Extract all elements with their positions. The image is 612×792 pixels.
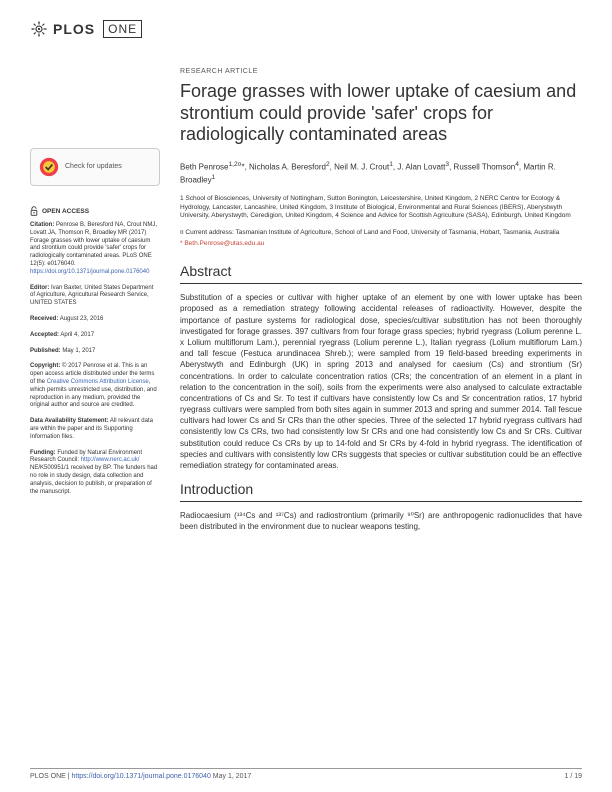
citation-label: Citation: <box>30 222 54 228</box>
intro-text: Radiocaesium (¹³⁴Cs and ¹³⁷Cs) and radio… <box>180 510 582 532</box>
journal-name: PLOS <box>53 21 95 37</box>
funding-link[interactable]: http://www.nerc.ac.uk/ <box>81 457 140 463</box>
footer-date: May 1, 2017 <box>211 773 251 780</box>
plos-logo-icon <box>30 20 48 38</box>
accepted-date: April 4, 2017 <box>59 332 94 338</box>
footer-left: PLOS ONE | https://doi.org/10.1371/journ… <box>30 773 251 780</box>
copyright-label: Copyright: <box>30 363 60 369</box>
copyright-block: Copyright: © 2017 Penrose et al. This is… <box>30 363 160 410</box>
editor-label: Editor: <box>30 285 49 291</box>
cc-license-link[interactable]: Creative Commons Attribution License <box>47 379 149 385</box>
article-type: RESEARCH ARTICLE <box>180 68 582 75</box>
footer-doi-link[interactable]: https://doi.org/10.1371/journal.pone.017… <box>72 773 211 780</box>
main-content: RESEARCH ARTICLE Forage grasses with low… <box>180 48 582 541</box>
abstract-heading: Abstract <box>180 263 582 284</box>
accepted-block: Accepted: April 4, 2017 <box>30 332 160 340</box>
open-access-icon <box>30 206 38 216</box>
journal-header: PLOS ONE <box>0 0 612 48</box>
affiliations: 1 School of Biosciences, University of N… <box>180 195 582 220</box>
published-label: Published: <box>30 348 61 354</box>
journal-sub: ONE <box>103 20 142 38</box>
accepted-label: Accepted: <box>30 332 59 338</box>
check-updates-button[interactable]: Check for updates <box>30 148 160 186</box>
funding-label: Funding: <box>30 450 56 456</box>
corresponding-email[interactable]: * Beth.Penrose@utas.edu.au <box>180 240 582 247</box>
published-date: May 1, 2017 <box>61 348 96 354</box>
intro-heading: Introduction <box>180 481 582 502</box>
citation-text: Penrose B, Beresford NA, Crout NMJ, Lova… <box>30 222 157 267</box>
check-updates-label: Check for updates <box>65 163 122 171</box>
abstract-text: Substitution of a species or cultivar wi… <box>180 292 582 471</box>
sidebar: Check for updates OPEN ACCESS Citation: … <box>30 48 160 541</box>
open-access-label: OPEN ACCESS <box>42 208 89 215</box>
received-label: Received: <box>30 316 58 322</box>
funding-post: NE/K500951/1 received by BP. The funders… <box>30 465 157 494</box>
authors-list: Beth Penrose1,2¤*, Nicholas A. Beresford… <box>180 160 582 186</box>
footer-journal: PLOS ONE | <box>30 773 72 780</box>
crossmark-icon <box>39 157 59 177</box>
editor-block: Editor: Ivan Baxter, United States Depar… <box>30 285 160 308</box>
page-number: 1 / 19 <box>564 773 582 780</box>
page-footer: PLOS ONE | https://doi.org/10.1371/journ… <box>30 768 582 780</box>
received-block: Received: August 23, 2016 <box>30 316 160 324</box>
funding-block: Funding: Funded by Natural Environment R… <box>30 450 160 497</box>
article-title: Forage grasses with lower uptake of caes… <box>180 81 582 146</box>
published-block: Published: May 1, 2017 <box>30 348 160 356</box>
data-availability-block: Data Availability Statement: All relevan… <box>30 418 160 441</box>
editor-text: Ivan Baxter, United States Department of… <box>30 285 153 307</box>
current-address: ¤ Current address: Tasmanian Institute o… <box>180 229 582 237</box>
citation-doi-link[interactable]: https://doi.org/10.1371/journal.pone.017… <box>30 269 149 275</box>
received-date: August 23, 2016 <box>58 316 103 322</box>
citation-block: Citation: Penrose B, Beresford NA, Crout… <box>30 222 160 277</box>
open-access-badge: OPEN ACCESS <box>30 206 160 216</box>
data-label: Data Availability Statement: <box>30 418 109 424</box>
